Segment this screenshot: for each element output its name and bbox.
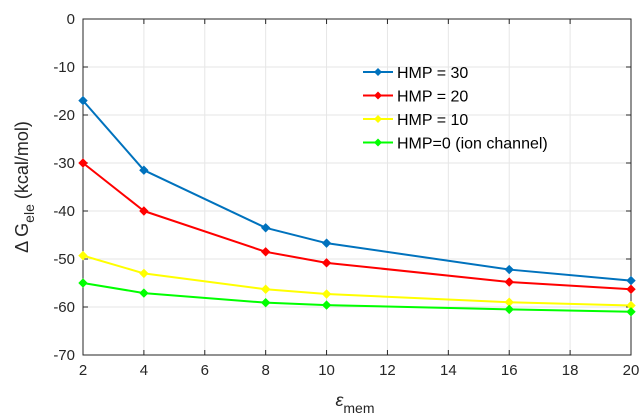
y-tick-label: -50 — [53, 251, 75, 268]
legend-swatch-marker — [374, 68, 382, 76]
legend-swatch-marker — [374, 91, 382, 100]
legend-label: HMP = 30 — [397, 65, 468, 82]
data-point — [260, 284, 271, 294]
x-tick-label: 16 — [501, 362, 518, 379]
y-label-suffix: (kcal/mol) — [12, 121, 32, 204]
data-point — [321, 238, 332, 248]
data-point — [78, 278, 88, 288]
legend-label: HMP = 20 — [397, 89, 468, 106]
data-point — [321, 300, 332, 310]
legend: HMP = 30 HMP = 20 HMP = 10 HMP=0 (ion chann… — [363, 65, 548, 153]
y-tick-label: -60 — [53, 299, 75, 316]
x-label-symbol: ε — [335, 390, 344, 410]
legend-label: HMP=0 (ion channel) — [397, 136, 548, 153]
data-point — [504, 264, 514, 275]
data-point — [139, 165, 149, 175]
x-tick-label: 20 — [623, 362, 640, 379]
series-line-2 — [82, 254, 632, 307]
legend-swatch-marker — [374, 115, 382, 123]
x-tick-label: 2 — [79, 362, 87, 379]
plot-frame — [82, 18, 632, 356]
data-point — [139, 288, 149, 298]
tick-labels: 2 4 6 8 10 12 14 16 18 20 0 -10 -20 -30 -40 -50 -60 -70 — [53, 11, 639, 379]
x-axis-label: εmem — [335, 390, 374, 416]
y-axis-label: Δ Gele (kcal/mol) — [12, 121, 37, 253]
data-point — [139, 268, 149, 279]
y-label-subscript: ele — [21, 204, 37, 223]
y-axis-label-text: Δ Gele (kcal/mol) — [12, 121, 37, 253]
x-tick-label: 6 — [201, 362, 209, 379]
series-line-0 — [82, 99, 632, 282]
series-line-3 — [82, 282, 632, 313]
data-point — [321, 289, 332, 299]
data-point — [321, 258, 332, 268]
axes — [82, 18, 632, 356]
legend-swatch-marker — [374, 138, 382, 147]
x-tick-label: 14 — [440, 362, 457, 379]
data-point — [78, 95, 88, 106]
data-point — [78, 250, 88, 261]
data-point — [626, 284, 636, 294]
y-label-prefix: Δ G — [12, 223, 32, 253]
x-label-subscript: mem — [343, 400, 374, 416]
x-tick-label: 12 — [379, 362, 396, 379]
data-point — [504, 277, 514, 287]
y-tick-label: -70 — [53, 347, 75, 364]
y-tick-label: -40 — [53, 203, 75, 220]
x-tick-label: 4 — [140, 362, 148, 379]
y-tick-label: -10 — [53, 59, 75, 76]
x-tick-label: 8 — [261, 362, 269, 379]
data-point — [260, 223, 271, 233]
y-tick-label: 0 — [67, 11, 75, 28]
series-layer — [78, 95, 636, 317]
data-point — [260, 247, 271, 257]
y-tick-label: -30 — [53, 155, 75, 172]
series-line-1 — [82, 162, 632, 291]
x-tick-label: 18 — [562, 362, 579, 379]
data-point — [626, 275, 636, 286]
data-point — [504, 304, 514, 315]
data-point — [260, 297, 271, 308]
y-tick-label: -20 — [53, 107, 75, 124]
data-point — [626, 307, 636, 317]
x-tick-label: 10 — [318, 362, 335, 379]
grid-lines — [82, 18, 632, 356]
data-point — [139, 206, 149, 216]
x-axis-label-text: εmem — [335, 390, 374, 416]
data-point — [78, 158, 88, 168]
legend-label: HMP = 10 — [397, 112, 468, 129]
